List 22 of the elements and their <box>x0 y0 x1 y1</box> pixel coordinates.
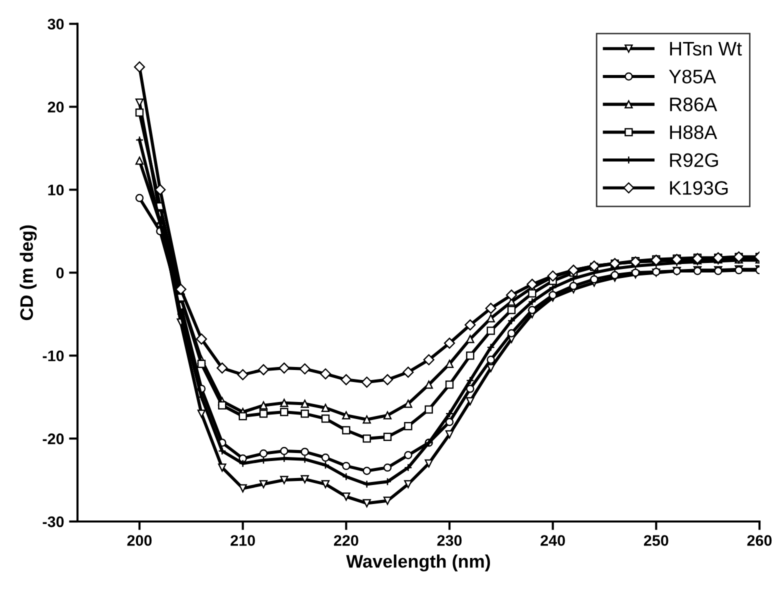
x-tick-label: 200 <box>127 535 152 546</box>
y-tick-label: 20 <box>48 102 64 112</box>
y-tick-label: 0 <box>56 268 64 278</box>
y-tick-label: -10 <box>42 350 64 362</box>
legend-label: R92G <box>670 153 718 168</box>
x-axis-title: Wavelength (nm) <box>346 554 490 572</box>
legend-label: H88A <box>670 125 718 140</box>
legend-label: Y85A <box>668 70 716 84</box>
x-tick-label: 210 <box>230 535 255 546</box>
x-tick-label: 240 <box>540 535 565 546</box>
y-tick-label: 30 <box>48 18 64 30</box>
y-axis-title: CD (m deg) <box>20 225 37 320</box>
x-tick-label: 220 <box>334 535 358 546</box>
x-tick-label: 260 <box>747 535 772 546</box>
legend-label: K193G <box>670 181 728 195</box>
y-tick-label: 10 <box>48 184 64 196</box>
y-tick-label: -20 <box>42 433 64 444</box>
legend-label: R86A <box>670 98 718 112</box>
y-tick-label: -30 <box>42 516 64 528</box>
legend-label: HTsn Wt <box>670 42 742 56</box>
x-tick-label: 230 <box>437 535 462 546</box>
x-tick-label: 250 <box>644 535 668 546</box>
